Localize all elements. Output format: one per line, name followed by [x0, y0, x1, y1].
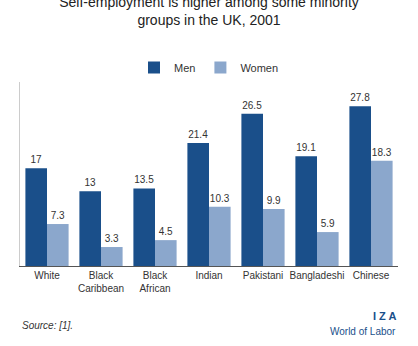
svg-text:10.3: 10.3 [210, 193, 230, 204]
svg-text:9.9: 9.9 [267, 195, 281, 206]
svg-text:13.5: 13.5 [134, 174, 154, 185]
svg-text:I Z A: I Z A [373, 310, 396, 322]
svg-text:13: 13 [84, 177, 96, 188]
svg-text:17: 17 [30, 154, 42, 165]
svg-text:Pakistani: Pakistani [243, 270, 284, 281]
svg-text:World of Labor: World of Labor [330, 326, 396, 337]
svg-text:5.9: 5.9 [321, 218, 335, 229]
svg-text:BlackAfrican: BlackAfrican [139, 270, 170, 294]
svg-text:27.8: 27.8 [350, 92, 370, 103]
svg-text:Women: Women [240, 62, 278, 74]
svg-text:Men: Men [174, 62, 195, 74]
svg-text:4.5: 4.5 [159, 226, 173, 237]
svg-text:7.3: 7.3 [51, 210, 65, 221]
svg-text:18.3: 18.3 [372, 147, 392, 158]
svg-text:Indian: Indian [195, 270, 222, 281]
svg-text:BlackCaribbean: BlackCaribbean [78, 270, 124, 294]
svg-text:26.5: 26.5 [242, 100, 262, 111]
svg-text:Self-employment is higher amon: Self-employment is higher among some min… [59, 0, 359, 28]
svg-text:19.1: 19.1 [296, 142, 316, 153]
svg-text:21.4: 21.4 [188, 129, 208, 140]
svg-text:3.3: 3.3 [105, 233, 119, 244]
svg-text:White: White [34, 270, 60, 281]
svg-text:Bangladeshi: Bangladeshi [289, 270, 344, 281]
svg-text:Chinese: Chinese [353, 270, 390, 281]
svg-text:Source: [1].: Source: [1]. [22, 320, 73, 331]
